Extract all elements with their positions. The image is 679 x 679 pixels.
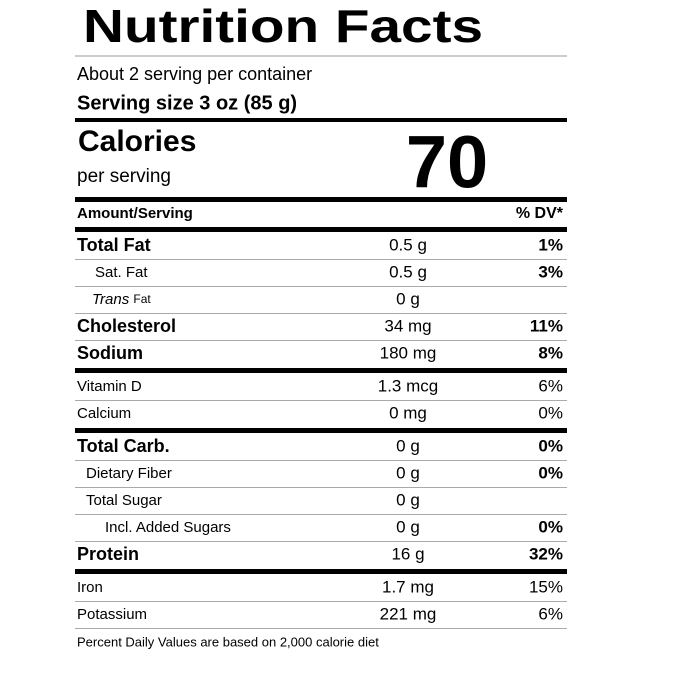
nutrient-dv: 3% [538, 262, 563, 281]
nutrient-dv: 8% [538, 343, 563, 362]
nutrient-row: Dietary Fiber 0 g 0% [86, 463, 563, 482]
nutrient-row: Calcium 0 mg 0% [77, 403, 563, 422]
nutrient-dv: 15% [529, 577, 563, 596]
nutrient-name-italic: Trans [92, 291, 130, 308]
nutrient-row: Cholesterol 34 mg 11% [77, 316, 563, 336]
serving-size: Serving size 3 oz (85 g) [77, 92, 297, 114]
nutrient-amount: 1.7 mg [382, 577, 434, 596]
dv-header: % DV* [516, 205, 564, 222]
calories-label: Calories [78, 125, 196, 158]
footnote: Percent Daily Values are based on 2,000 … [77, 634, 379, 649]
nutrient-dv: 0% [538, 517, 563, 536]
nutrient-dv: 0% [538, 436, 563, 455]
thick-divider [75, 569, 567, 574]
nutrient-row: Incl. Added Sugars 0 g 0% [105, 517, 563, 536]
nutrient-dv: 1% [538, 235, 563, 254]
nutrient-row: Vitamin D 1.3 mcg 6% [77, 376, 563, 395]
thick-divider [75, 197, 567, 202]
nutrient-name: Iron [77, 579, 103, 596]
nutrient-name: Total Carb. [77, 436, 170, 456]
nutrient-dv: 6% [538, 376, 563, 395]
nutrient-name: Trans Fat [92, 291, 151, 308]
title: Nutrition Facts [83, 0, 483, 52]
nutrient-name-small: Fat [133, 292, 151, 306]
nutrient-name: Incl. Added Sugars [105, 519, 231, 536]
nutrient-row: Total Fat 0.5 g 1% [77, 235, 563, 255]
nutrient-amount: 221 mg [380, 604, 437, 623]
nutrient-amount: 0 g [396, 517, 420, 536]
nutrient-amount: 0.5 g [389, 262, 427, 281]
nutrient-name: Total Fat [77, 235, 151, 255]
thick-divider [75, 368, 567, 373]
nutrient-amount: 1.3 mcg [378, 376, 438, 395]
nutrient-dv: 32% [529, 544, 563, 563]
servings: About 2 serving per container [77, 64, 312, 84]
nutrient-name: Sodium [77, 343, 143, 363]
nutrient-name: Vitamin D [77, 378, 142, 395]
nutrient-row: Iron 1.7 mg 15% [77, 577, 563, 596]
nutrient-dv: 11% [530, 316, 563, 335]
nutrient-name: Cholesterol [77, 316, 176, 336]
nutrient-name: Calcium [77, 405, 131, 422]
nutrient-row: Potassium 221 mg 6% [77, 604, 563, 623]
nutrient-row: Protein 16 g 32% [77, 544, 563, 564]
nutrient-row: Total Sugar 0 g [86, 490, 420, 509]
nutrient-row: Trans Fat 0 g [92, 289, 420, 308]
thick-divider [75, 227, 567, 232]
nutrient-dv: 0% [538, 403, 563, 422]
nutrient-amount: 16 g [391, 544, 424, 563]
thick-divider [75, 118, 567, 122]
calories-value: 70 [406, 121, 488, 204]
nutrient-amount: 0 g [396, 289, 420, 308]
nutrient-amount: 180 mg [380, 343, 437, 362]
nutrient-row: Sat. Fat 0.5 g 3% [95, 262, 563, 281]
nutrient-dv: 0% [538, 463, 563, 482]
amount-header: Amount/Serving [77, 205, 193, 222]
nutrient-name: Potassium [77, 606, 147, 623]
nutrient-name: Sat. Fat [95, 264, 148, 281]
nutrient-dv: 6% [538, 604, 563, 623]
nutrient-row: Total Carb. 0 g 0% [77, 436, 563, 456]
nutrient-amount: 0 g [396, 490, 420, 509]
nutrient-name: Total Sugar [86, 492, 162, 509]
nutrient-amount: 34 mg [384, 316, 431, 335]
per-serving: per serving [77, 166, 171, 187]
nutrient-name: Dietary Fiber [86, 465, 172, 482]
nutrient-name: Protein [77, 544, 139, 564]
nutrient-amount: 0 g [396, 436, 420, 455]
nutrient-row: Sodium 180 mg 8% [77, 343, 563, 363]
nutrient-amount: 0.5 g [389, 235, 427, 254]
nutrient-amount: 0 mg [389, 403, 427, 422]
thick-divider [75, 428, 567, 433]
nutrient-amount: 0 g [396, 463, 420, 482]
